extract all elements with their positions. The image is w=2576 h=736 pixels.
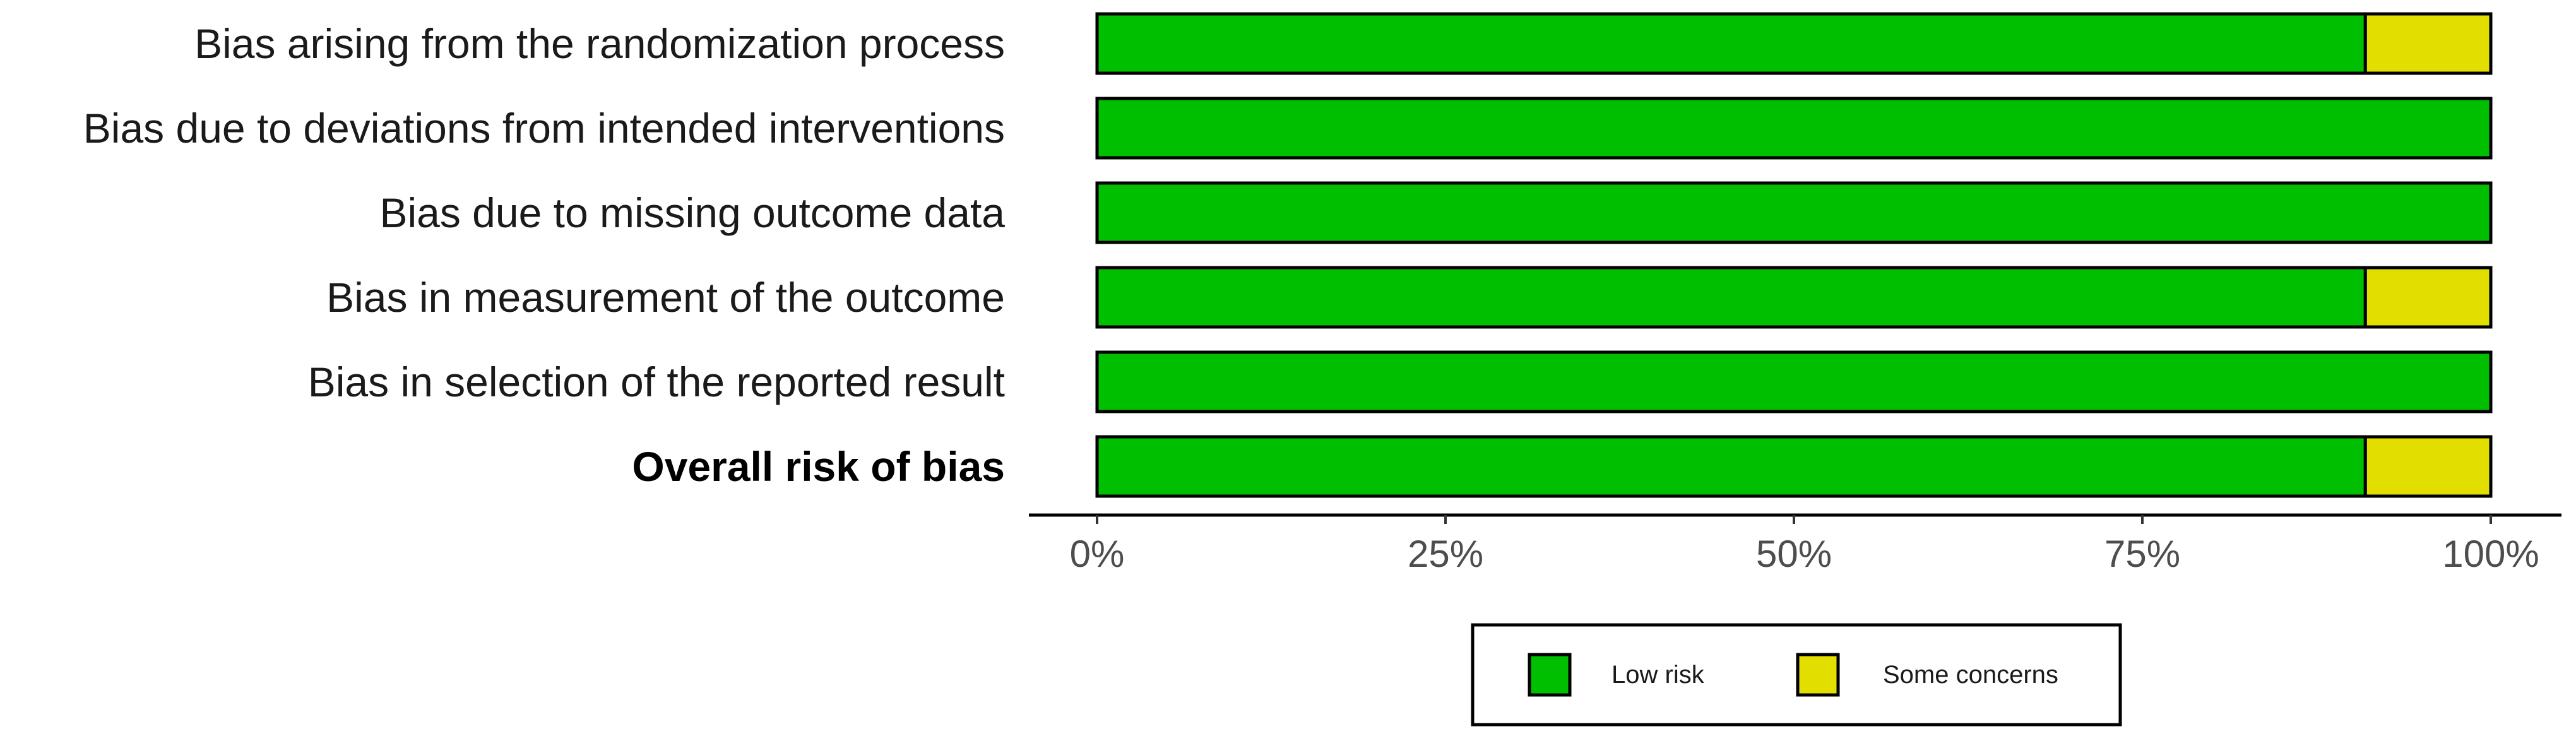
bar-row: Bias in selection of the reported result xyxy=(308,350,2493,413)
bar-segment-low-risk xyxy=(1095,350,2493,413)
bar-segment-low-risk xyxy=(1095,12,2367,75)
category-label: Overall risk of bias xyxy=(632,443,1005,490)
bar-row: Bias due to deviations from intended int… xyxy=(83,97,2493,160)
category-label: Bias arising from the randomization proc… xyxy=(194,20,1005,67)
x-tick-label: 100% xyxy=(2442,533,2539,575)
category-label: Bias due to deviations from intended int… xyxy=(83,105,1005,151)
category-label: Bias in selection of the reported result xyxy=(308,359,1005,405)
bar-segment-some-concerns xyxy=(2363,12,2493,75)
bar-row: Bias in measurement of the outcome xyxy=(326,266,2493,329)
bar-row: Bias due to missing outcome data xyxy=(379,181,2493,244)
bar-row: Overall risk of bias xyxy=(632,435,2493,498)
bar-segment-some-concerns xyxy=(2363,266,2493,329)
legend-key-some-concerns xyxy=(1796,653,1840,697)
legend: Low risk Some concerns xyxy=(1471,623,2122,727)
bar-segment-low-risk xyxy=(1095,97,2493,160)
legend-box xyxy=(1471,623,2122,727)
category-label: Bias in measurement of the outcome xyxy=(326,274,1005,321)
x-tick-label: 50% xyxy=(1756,533,1832,575)
legend-label-low-risk: Low risk xyxy=(1611,661,1705,689)
x-axis: 0% 25% 50% 75% 100% xyxy=(1029,513,2561,575)
bar-segment-low-risk xyxy=(1095,266,2367,329)
x-tick-label: 0% xyxy=(1070,533,1125,575)
legend-label-some-concerns: Some concerns xyxy=(1883,661,2058,689)
bar-segment-some-concerns xyxy=(2363,435,2493,498)
category-label: Bias due to missing outcome data xyxy=(379,189,1005,236)
bar-row: Bias arising from the randomization proc… xyxy=(194,12,2493,75)
x-tick-label: 25% xyxy=(1408,533,1483,575)
bar-segment-low-risk xyxy=(1095,181,2493,244)
bar-segment-low-risk xyxy=(1095,435,2367,498)
chart-rows: Bias arising from the randomization proc… xyxy=(83,12,2493,498)
x-tick-label: 75% xyxy=(2104,533,2180,575)
legend-key-low-risk xyxy=(1528,653,1572,697)
